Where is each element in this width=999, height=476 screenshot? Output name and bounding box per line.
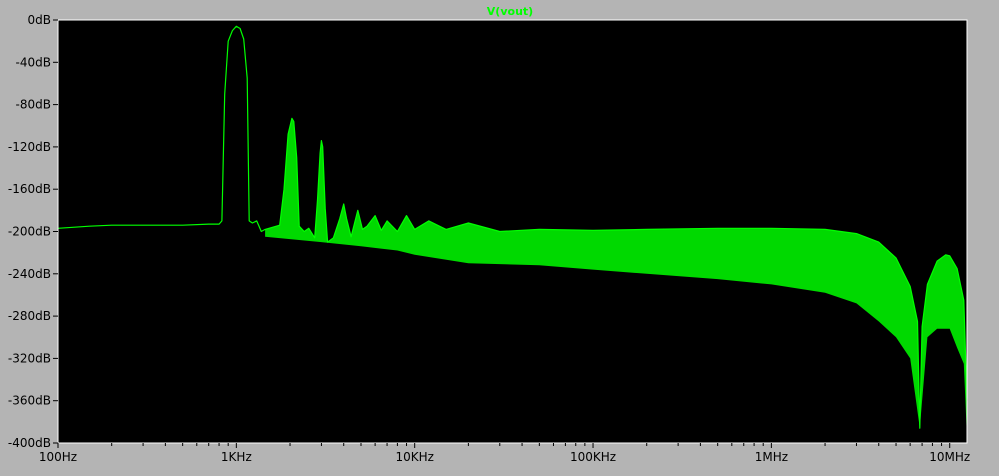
x-tick-label: 1KHz bbox=[221, 450, 252, 464]
y-tick-label: -400dB bbox=[8, 436, 51, 450]
x-tick-label: 10KHz bbox=[395, 450, 433, 464]
x-axis: 100Hz 1KHz 10KHz 100KHz 1MHz 10MHz bbox=[39, 443, 970, 464]
y-tick-label: -320dB bbox=[8, 351, 51, 365]
y-tick-label: -200dB bbox=[8, 225, 51, 239]
y-tick-label: -280dB bbox=[8, 309, 51, 323]
y-tick-label: -160dB bbox=[8, 182, 51, 196]
y-tick-label: -80dB bbox=[16, 98, 51, 112]
series-line bbox=[57, 25, 968, 429]
y-tick-label: -360dB bbox=[8, 394, 51, 408]
series-layer bbox=[57, 25, 968, 438]
trace-label[interactable]: V(vout) bbox=[487, 5, 533, 18]
y-tick-label: -120dB bbox=[8, 140, 51, 154]
series-noise-band bbox=[265, 118, 968, 438]
x-tick-label: 10MHz bbox=[929, 450, 970, 464]
y-tick-label: 0dB bbox=[28, 13, 51, 27]
y-tick-label: -240dB bbox=[8, 267, 51, 281]
x-tick-label: 100Hz bbox=[39, 450, 77, 464]
y-tick-label: -40dB bbox=[16, 55, 51, 69]
x-tick-label: 100KHz bbox=[570, 450, 616, 464]
x-tick-label: 1MHz bbox=[755, 450, 788, 464]
y-axis: 0dB -40dB -80dB -120dB -160dB -200dB -240dB -28… bbox=[8, 13, 58, 450]
